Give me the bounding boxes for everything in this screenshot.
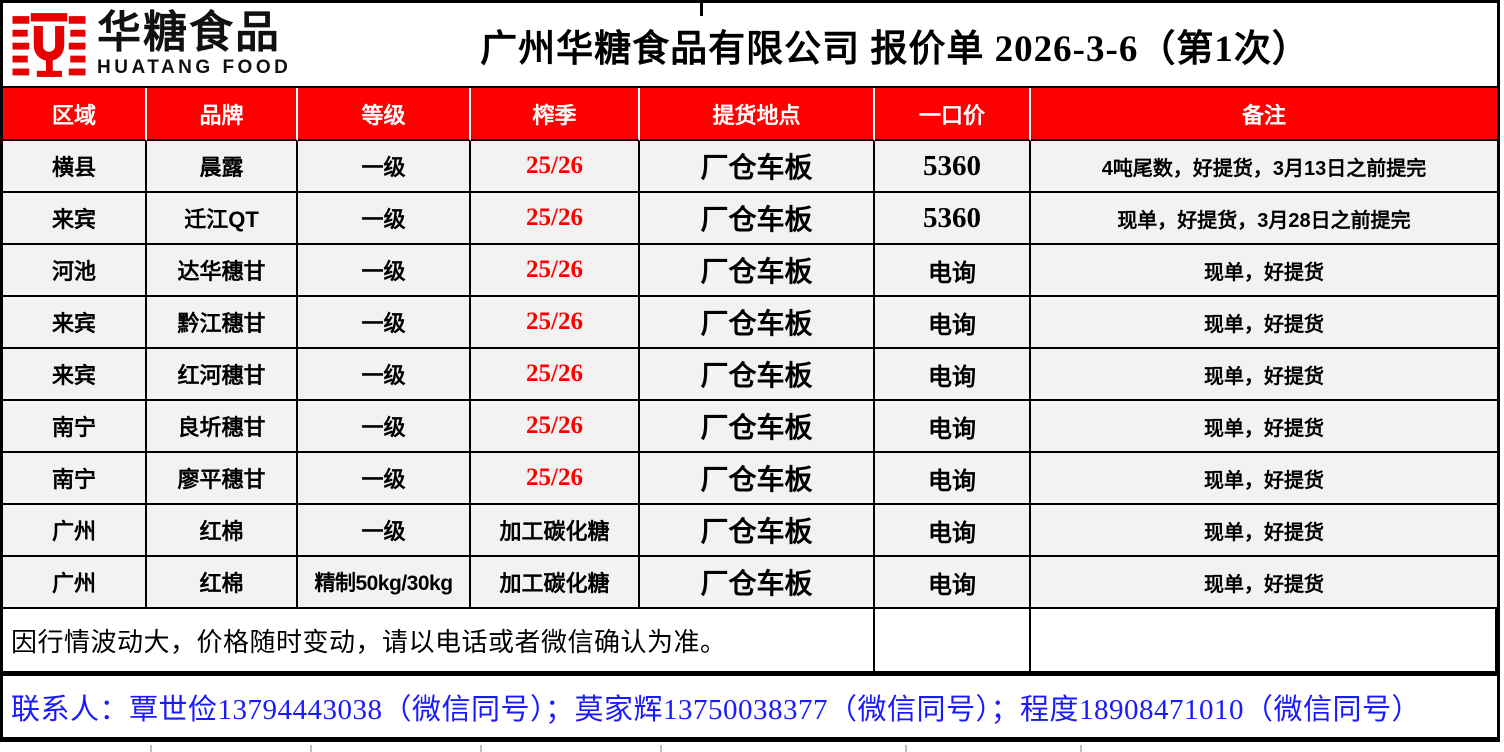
- company-logo: 华糖食品 HUATANG FOOD: [3, 7, 333, 83]
- partial-next-row: [0, 745, 1504, 752]
- huatang-emblem-icon: [12, 12, 86, 77]
- brand-name-en: HUATANG FOOD: [97, 56, 292, 78]
- header-cell-pickup: 提货地点: [640, 88, 875, 141]
- cell-boundary-mark: [700, 3, 703, 16]
- header-cell-price: 一口价: [875, 88, 1031, 141]
- brand-text: 华糖食品 HUATANG FOOD: [97, 7, 292, 79]
- note-cell: 4吨尾数，好提货，3月13日之前提完: [1031, 141, 1497, 193]
- brand-cell: 红河穗甘: [147, 349, 298, 401]
- grade-cell: 一级: [298, 505, 471, 557]
- header-cell-region: 区域: [3, 88, 147, 141]
- pickup-cell: 厂仓车板: [640, 245, 875, 297]
- grade-cell: 一级: [298, 349, 471, 401]
- season-cell: 加工碳化糖: [471, 557, 640, 609]
- header-cell-note: 备注: [1031, 88, 1497, 141]
- grade-cell: 一级: [298, 141, 471, 193]
- brand-cell: 达华穗甘: [147, 245, 298, 297]
- gridline: [660, 745, 662, 752]
- pickup-cell: 厂仓车板: [640, 401, 875, 453]
- note-cell: 现单，好提货: [1031, 453, 1497, 505]
- title-area: 广州华糖食品有限公司 报价单 2026-3-6（第1次）: [333, 18, 1497, 72]
- grade-cell: 一级: [298, 297, 471, 349]
- gridline: [150, 745, 152, 752]
- grade-cell: 一级: [298, 401, 471, 453]
- price-cell: 5360: [875, 141, 1031, 193]
- price-cell: 电询: [875, 505, 1031, 557]
- grade-cell: 一级: [298, 245, 471, 297]
- pickup-cell: 厂仓车板: [640, 453, 875, 505]
- contacts-text: 联系人：覃世俭13794443038（微信同号）；莫家辉13750038377（…: [3, 673, 1497, 739]
- grade-cell: 一级: [298, 193, 471, 245]
- note-cell: 现单，好提货: [1031, 297, 1497, 349]
- region-cell: 南宁: [3, 401, 147, 453]
- header-cell-season: 榨季: [471, 88, 640, 141]
- price-cell: 电询: [875, 245, 1031, 297]
- brand-name-cn: 华糖食品: [97, 7, 281, 57]
- top-band: 华糖食品 HUATANG FOOD 广州华糖食品有限公司 报价单 2026-3-…: [3, 3, 1497, 88]
- note-cell: 现单，好提货，3月28日之前提完: [1031, 193, 1497, 245]
- price-cell: 电询: [875, 557, 1031, 609]
- season-cell: 25/26: [471, 349, 640, 401]
- region-cell: 河池: [3, 245, 147, 297]
- price-cell: 5360: [875, 193, 1031, 245]
- grade-cell: 精制50kg/30kg: [298, 557, 471, 609]
- grade-cell: 一级: [298, 453, 471, 505]
- pickup-cell: 厂仓车板: [640, 297, 875, 349]
- price-cell: 电询: [875, 349, 1031, 401]
- season-cell: 25/26: [471, 401, 640, 453]
- header-cell-grade: 等级: [298, 88, 471, 141]
- pickup-cell: 厂仓车板: [640, 349, 875, 401]
- quotation-table: 区域 品牌 等级 榨季 提货地点 一口价 备注 横县 晨露 一级 25/26 厂…: [3, 88, 1497, 742]
- price-cell: 电询: [875, 297, 1031, 349]
- pickup-cell: 厂仓车板: [640, 141, 875, 193]
- season-cell: 25/26: [471, 453, 640, 505]
- season-cell: 25/26: [471, 245, 640, 297]
- season-cell: 25/26: [471, 297, 640, 349]
- brand-cell: 迁江QT: [147, 193, 298, 245]
- pickup-cell: 厂仓车板: [640, 557, 875, 609]
- brand-cell: 红棉: [147, 505, 298, 557]
- note-cell: 现单，好提货: [1031, 505, 1497, 557]
- note-cell: 现单，好提货: [1031, 557, 1497, 609]
- pickup-cell: 厂仓车板: [640, 505, 875, 557]
- region-cell: 广州: [3, 557, 147, 609]
- gridline: [480, 745, 482, 752]
- season-cell: 25/26: [471, 193, 640, 245]
- price-cell: 电询: [875, 453, 1031, 505]
- note-cell: 现单，好提货: [1031, 245, 1497, 297]
- note-cell: 现单，好提货: [1031, 349, 1497, 401]
- header-cell-brand: 品牌: [147, 88, 298, 141]
- gridline: [905, 745, 907, 752]
- brand-cell: 黔江穗甘: [147, 297, 298, 349]
- season-cell: 加工碳化糖: [471, 505, 640, 557]
- region-cell: 来宾: [3, 349, 147, 401]
- region-cell: 横县: [3, 141, 147, 193]
- brand-cell: 晨露: [147, 141, 298, 193]
- page-title: 广州华糖食品有限公司 报价单 2026-3-6（第1次）: [480, 28, 1310, 70]
- disclaimer-empty-price-cell: [875, 609, 1031, 673]
- pickup-cell: 厂仓车板: [640, 193, 875, 245]
- region-cell: 南宁: [3, 453, 147, 505]
- region-cell: 来宾: [3, 193, 147, 245]
- region-cell: 来宾: [3, 297, 147, 349]
- disclaimer-text: 因行情波动大，价格随时变动，请以电话或者微信确认为准。: [3, 609, 875, 673]
- brand-cell: 红棉: [147, 557, 298, 609]
- region-cell: 广州: [3, 505, 147, 557]
- season-cell: 25/26: [471, 141, 640, 193]
- gridline: [310, 745, 312, 752]
- note-cell: 现单，好提货: [1031, 401, 1497, 453]
- brand-cell: 廖平穗甘: [147, 453, 298, 505]
- disclaimer-empty-note-cell: [1031, 609, 1497, 673]
- gridline: [1080, 745, 1082, 752]
- brand-cell: 良圻穗甘: [147, 401, 298, 453]
- price-cell: 电询: [875, 401, 1031, 453]
